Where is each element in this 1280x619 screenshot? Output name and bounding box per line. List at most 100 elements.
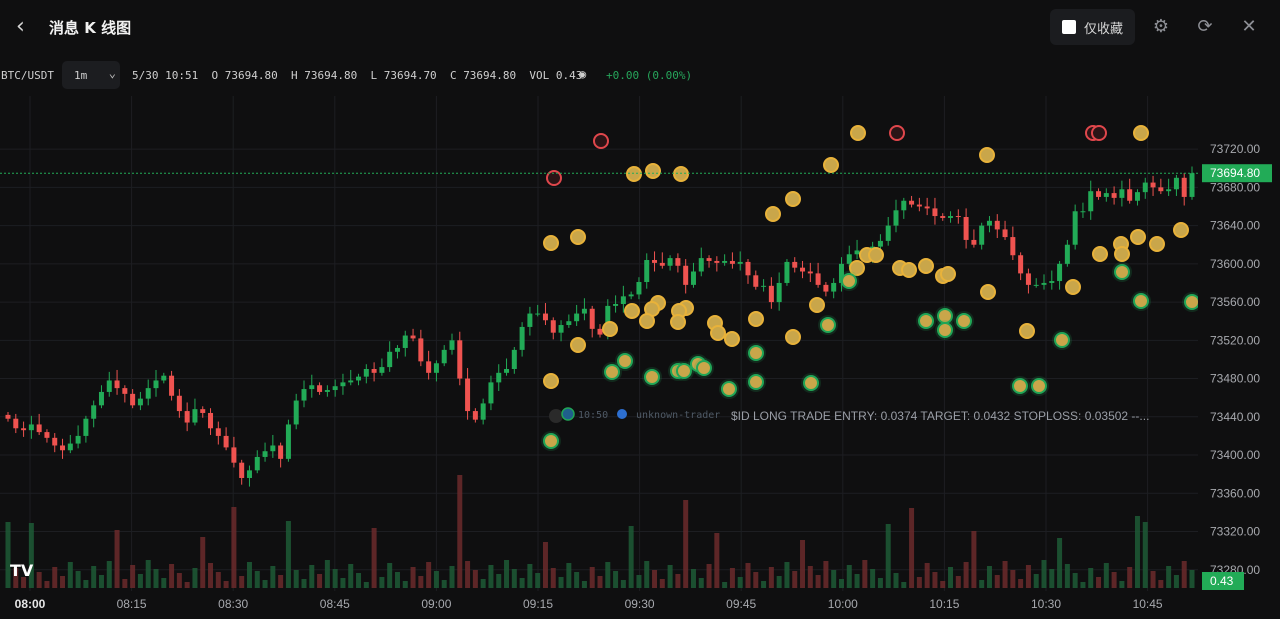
message-marker-icon[interactable] <box>1114 246 1130 262</box>
message-marker-icon[interactable] <box>696 360 712 376</box>
message-marker-icon[interactable] <box>1065 279 1081 295</box>
message-marker-icon[interactable] <box>901 262 917 278</box>
message-marker-icon[interactable] <box>639 313 655 329</box>
message-marker-icon[interactable] <box>785 329 801 345</box>
message-marker-icon[interactable] <box>1031 378 1047 394</box>
candle-body <box>761 285 767 287</box>
message-marker-icon[interactable] <box>1173 222 1189 238</box>
time-tick-label: 10:15 <box>929 597 959 611</box>
volume-bar <box>971 531 977 588</box>
message-marker-icon[interactable] <box>748 345 764 361</box>
message-marker-icon[interactable] <box>1054 332 1070 348</box>
timeframe-select[interactable]: 1m ⌄ <box>62 61 120 89</box>
candle-body <box>581 308 587 314</box>
message-marker-icon[interactable] <box>644 369 660 385</box>
candle-body <box>379 367 385 373</box>
message-marker-icon[interactable] <box>673 166 689 182</box>
message-marker-icon[interactable] <box>850 125 866 141</box>
message-marker-icon[interactable] <box>1012 378 1028 394</box>
message-marker-icon[interactable] <box>820 317 836 333</box>
message-marker-icon[interactable] <box>645 163 661 179</box>
message-marker-icon[interactable] <box>849 260 865 276</box>
message-marker-icon[interactable] <box>918 258 934 274</box>
checkbox-icon[interactable] <box>1062 20 1076 34</box>
message-marker-icon[interactable] <box>889 125 905 141</box>
message-marker-icon[interactable] <box>543 235 559 251</box>
message-marker-icon[interactable] <box>604 364 620 380</box>
message-marker-icon[interactable] <box>785 191 801 207</box>
volume-bar <box>114 530 120 588</box>
message-marker-icon[interactable] <box>626 166 642 182</box>
candle-body <box>324 390 330 392</box>
open-label: O <box>211 69 219 82</box>
volume-bar <box>317 574 323 588</box>
message-marker-icon[interactable] <box>724 331 740 347</box>
candle-body <box>496 372 502 383</box>
message-marker-icon[interactable] <box>543 433 559 449</box>
close-icon[interactable]: ✕ <box>1241 16 1257 37</box>
message-marker-icon[interactable] <box>710 325 726 341</box>
message-marker-icon[interactable] <box>602 321 618 337</box>
volume-bar <box>67 562 73 588</box>
message-marker-icon[interactable] <box>748 374 764 390</box>
candlestick-chart[interactable]: 10:50 unknown-trader $ID LONG TRADE ENTR… <box>0 96 1280 619</box>
volume-bar <box>13 568 19 588</box>
message-marker-icon[interactable] <box>1114 264 1130 280</box>
message-marker-icon[interactable] <box>593 133 609 149</box>
message-marker-icon[interactable] <box>624 303 640 319</box>
candles <box>5 166 1195 487</box>
message-marker-icon[interactable] <box>546 170 562 186</box>
message-marker-icon[interactable] <box>721 381 737 397</box>
message-marker-icon[interactable] <box>841 273 857 289</box>
candle-body <box>184 411 190 423</box>
candle-body <box>52 437 58 446</box>
volume-bar <box>1134 516 1140 588</box>
candle-body <box>714 260 720 263</box>
message-marker-icon[interactable] <box>980 284 996 300</box>
time-tick-label: 09:00 <box>421 597 451 611</box>
volume-bar <box>652 570 658 588</box>
message-marker-icon[interactable] <box>956 313 972 329</box>
volume-bar <box>161 578 167 588</box>
candle-body <box>75 435 81 444</box>
message-marker-icon[interactable] <box>809 297 825 313</box>
avatar-icon <box>549 409 563 423</box>
message-marker-icon[interactable] <box>570 229 586 245</box>
volume-bar <box>527 564 533 588</box>
time-tick-label: 09:30 <box>625 597 655 611</box>
volume-bar <box>784 562 790 588</box>
candle-body <box>963 216 969 240</box>
message-marker-icon[interactable] <box>543 373 559 389</box>
message-marker-icon[interactable] <box>979 147 995 163</box>
message-marker-icon[interactable] <box>1133 293 1149 309</box>
message-marker-icon[interactable] <box>1149 236 1165 252</box>
message-marker-icon[interactable] <box>918 313 934 329</box>
message-markers[interactable] <box>541 125 1202 451</box>
message-marker-icon[interactable] <box>1019 323 1035 339</box>
message-marker-icon[interactable] <box>868 247 884 263</box>
ohlc-info-bar: BTC/USDT 1m ⌄ 5/30 10:51 O 73694.80 H 73… <box>0 61 1280 89</box>
message-marker-icon[interactable] <box>1133 125 1149 141</box>
message-marker-icon[interactable] <box>937 322 953 338</box>
message-marker-icon[interactable] <box>1092 246 1108 262</box>
message-marker-icon[interactable] <box>823 157 839 173</box>
message-marker-icon[interactable] <box>570 337 586 353</box>
refresh-icon[interactable]: ⟳ <box>1197 16 1213 37</box>
favorites-only-toggle[interactable]: 仅收藏 <box>1050 9 1135 45</box>
message-marker-icon[interactable] <box>670 314 686 330</box>
message-marker-icon[interactable] <box>748 311 764 327</box>
gear-icon[interactable]: ⚙ <box>1152 16 1170 37</box>
message-marker-icon[interactable] <box>803 375 819 391</box>
last-price-label: 73694.80 <box>1210 166 1260 180</box>
message-marker-icon[interactable] <box>1130 229 1146 245</box>
message-marker-icon[interactable] <box>617 353 633 369</box>
volume-value: 0.43 <box>555 69 583 82</box>
chevron-left-icon[interactable]: ‹ <box>16 14 25 39</box>
volume-bar <box>192 568 198 588</box>
message-marker-icon[interactable] <box>1184 294 1200 310</box>
eye-icon[interactable]: ◉ <box>579 67 587 81</box>
message-marker-icon[interactable] <box>940 266 956 282</box>
message-marker-icon[interactable] <box>1091 125 1107 141</box>
message-marker-icon[interactable] <box>765 206 781 222</box>
message-marker-icon[interactable] <box>676 363 692 379</box>
